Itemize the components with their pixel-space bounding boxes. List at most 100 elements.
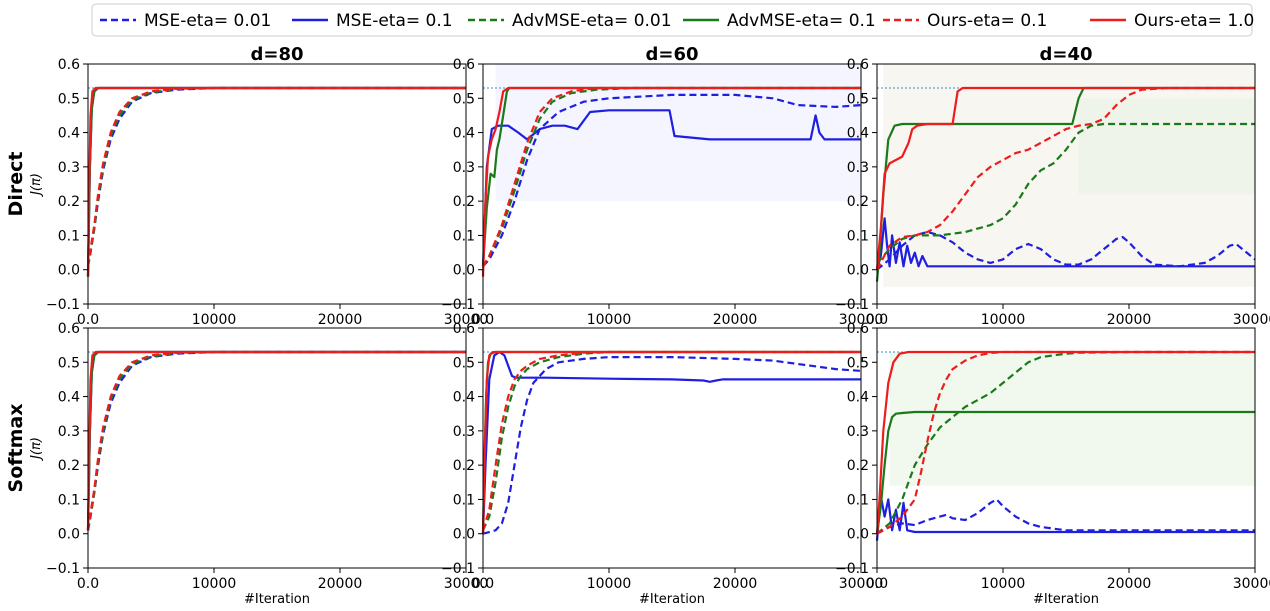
y-tick-label: 0.5 (58, 355, 80, 371)
y-tick-label: 0.1 (847, 492, 869, 508)
x-tick-label: 20000 (318, 576, 363, 592)
x-tick-label: 20000 (1107, 576, 1152, 592)
legend-label: MSE-eta= 0.1 (336, 11, 453, 31)
series-line (482, 86, 861, 267)
panel-direct-3: −0.10.00.10.20.30.40.50.60.0 10000 20000 30… (835, 57, 1270, 328)
y-tick-label: 0.0 (453, 527, 475, 543)
y-tick-label: 0.4 (453, 126, 475, 142)
x-axis-label: #Iteration (244, 592, 310, 607)
panel-softmax-3: −0.10.00.10.20.30.40.50.60.0 10000 20000 30… (835, 321, 1270, 607)
y-tick-label: 0.2 (847, 194, 869, 210)
legend-entry: Ours-eta= 0.1 (883, 11, 1047, 31)
y-tick-label: 0.3 (847, 424, 869, 440)
y-tick-label: 0.6 (847, 57, 869, 73)
series-line (876, 230, 1256, 271)
x-tick-label: 30000 (444, 576, 489, 592)
y-tick-label: 0.6 (453, 57, 475, 73)
legend-entry: Ours-eta= 1.0 (1090, 11, 1254, 31)
x-tick-label: 10000 (587, 576, 632, 592)
y-tick-label: 0.0 (58, 527, 80, 543)
series-line (876, 122, 1255, 264)
x-tick-label: 30000 (1233, 576, 1270, 592)
y-tick-label: 0.6 (58, 57, 80, 73)
x-tick-label: 30000 (1233, 312, 1270, 328)
x-axis-label: #Iteration (639, 592, 705, 607)
x-tick-label: 0.0 (866, 576, 888, 592)
y-tick-label: 0.5 (847, 91, 869, 107)
series-line (875, 217, 1255, 270)
series-line (86, 350, 466, 531)
x-tick-label: 0.0 (77, 312, 99, 328)
series-line (876, 350, 1255, 535)
panel-title: d=80 (250, 44, 303, 65)
y-tick-label: 0.2 (58, 194, 80, 210)
y-tick-label: −0.1 (441, 561, 475, 577)
series-line (875, 86, 1255, 270)
y-axis-label: J(π) (29, 173, 44, 198)
row-title: Softmax (5, 404, 27, 493)
legend-entry: AdvMSE-eta= 0.1 (683, 11, 876, 31)
y-tick-label: 0.5 (58, 91, 80, 107)
x-tick-label: 30000 (839, 576, 884, 592)
panel-softmax-2: −0.1 0.0 0.1 0.2 0.3 0.4 0.5 0.6 0.0 10000 20000 30… (441, 321, 883, 607)
y-tick-label: −0.1 (835, 561, 869, 577)
y-tick-label: 0.1 (453, 492, 475, 508)
y-tick-label: 0.0 (453, 263, 475, 279)
legend-label: Ours-eta= 1.0 (1134, 11, 1254, 31)
series-line (481, 109, 861, 267)
y-tick-label: 0.2 (453, 458, 475, 474)
x-tick-label: 10000 (981, 312, 1026, 328)
x-tick-label: 20000 (1107, 312, 1152, 328)
y-tick-label: 0.4 (453, 390, 475, 406)
plot-frame (87, 63, 467, 305)
legend-entry: MSE-eta= 0.1 (292, 11, 453, 31)
panel-direct-2: −0.10.00.10.20.30.40.50.60.0 10000 20000 30… (441, 57, 883, 328)
y-tick-label: 0.1 (453, 228, 475, 244)
y-tick-label: 0.0 (847, 527, 869, 543)
y-axis-label: J(π) (29, 437, 44, 462)
plot-frame (482, 63, 862, 305)
series-line (86, 86, 466, 267)
figure-titles: d=80 d=60 d=40 Direct Softmax (5, 44, 1093, 492)
x-tick-label: 20000 (318, 312, 363, 328)
plot-frame (482, 327, 862, 569)
y-tick-label: −0.1 (441, 297, 475, 313)
series-line (482, 350, 861, 531)
y-tick-label: 0.1 (58, 228, 80, 244)
x-tick-label: 10000 (981, 576, 1026, 592)
y-tick-label: 0.0 (58, 263, 80, 279)
series-line (482, 93, 862, 268)
plot-frame (876, 327, 1256, 569)
series-line (481, 86, 861, 277)
y-tick-label: −0.1 (46, 297, 80, 313)
confidence-band (495, 64, 861, 202)
legend-label: Ours-eta= 0.1 (927, 11, 1047, 31)
y-tick-label: 0.3 (58, 424, 80, 440)
y-tick-label: 0.4 (58, 390, 80, 406)
y-tick-label: 0.6 (847, 321, 869, 337)
legend: MSE-eta= 0.01 MSE-eta= 0.1 AdvMSE-eta= 0.0… (91, 3, 1254, 37)
panel-title: d=40 (1039, 44, 1092, 65)
x-tick-label: 10000 (192, 312, 237, 328)
legend-label: AdvMSE-eta= 0.1 (727, 11, 876, 31)
y-tick-label: 0.3 (847, 160, 869, 176)
confidence-band (1078, 98, 1255, 195)
y-tick-label: 0.3 (453, 424, 475, 440)
panel-title: d=60 (645, 44, 698, 65)
y-tick-label: 0.5 (453, 355, 475, 371)
x-tick-label: 20000 (713, 576, 758, 592)
x-tick-label: 10000 (587, 312, 632, 328)
y-tick-label: 0.1 (847, 228, 869, 244)
x-tick-label: 0.0 (866, 312, 888, 328)
x-tick-label: 0.0 (77, 576, 99, 592)
y-tick-label: 0.6 (453, 321, 475, 337)
series-line (875, 494, 1255, 541)
series-line (481, 350, 861, 534)
x-tick-label: 0.0 (472, 312, 494, 328)
legend-entry: MSE-eta= 0.01 (100, 11, 271, 31)
legend-entry: AdvMSE-eta= 0.01 (468, 11, 672, 31)
y-tick-label: 0.4 (847, 126, 869, 142)
panels: −0.10.00.10.20.30.40.50.60.0 10000 20000 30… (29, 57, 1270, 607)
